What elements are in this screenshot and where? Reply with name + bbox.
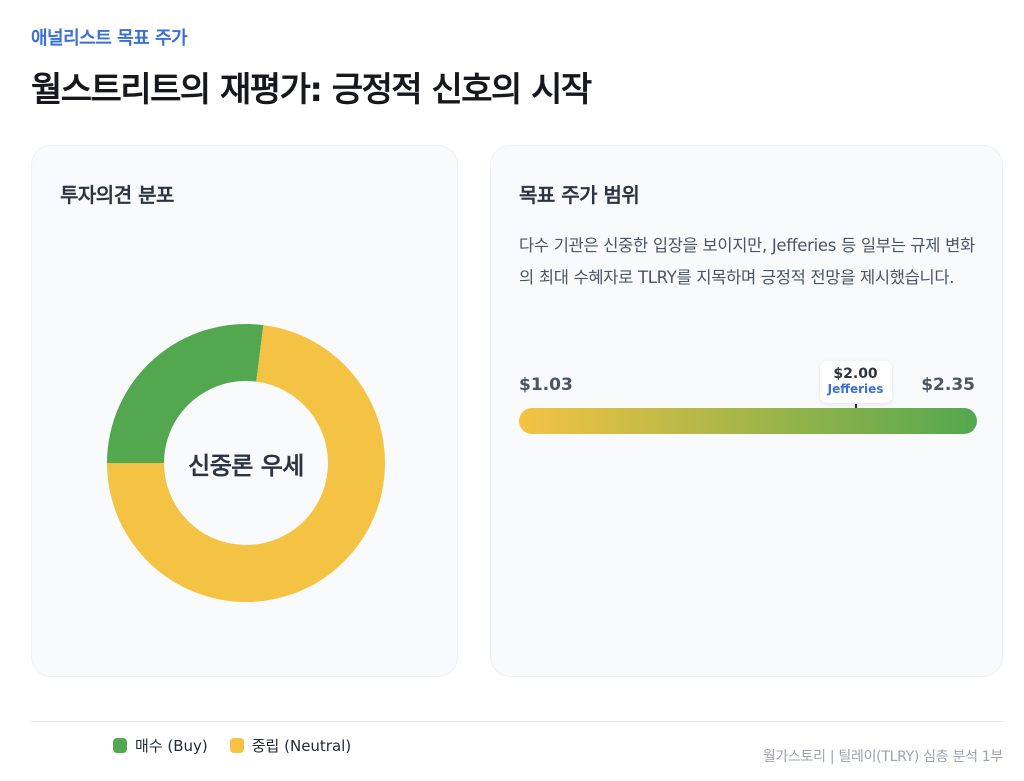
donut-chart: 신중론 우세 [106, 323, 386, 603]
price-range-description: 다수 기관은 신중한 입장을 보이지만, Jefferies 등 일부는 규제 … [519, 236, 975, 287]
footer-divider [31, 721, 1003, 722]
legend-item-neutral[interactable]: 중립 (Neutral) [229, 735, 352, 756]
marker-price: $2.00 [833, 366, 878, 382]
chart-legend: 매수 (Buy) 중립 (Neutral) [113, 735, 351, 756]
legend-swatch-buy-icon [113, 738, 127, 753]
legend-item-buy[interactable]: 매수 (Buy) [113, 735, 208, 756]
donut-chart-svg [107, 324, 385, 602]
donut-segment-buy[interactable] [107, 324, 264, 463]
footer-note: 월가스토리 | 틸레이(TLRY) 심층 분석 1부 [762, 749, 1003, 765]
donut-segment-neutral[interactable] [107, 325, 385, 602]
legend-label-buy: 매수 (Buy) [135, 737, 208, 755]
marker-tooltip: $2.00 Jefferies [819, 361, 892, 403]
legend-label-neutral: 중립 (Neutral) [251, 737, 352, 755]
distribution-card-title: 투자의견 분포 [60, 183, 174, 207]
price-range-card-title: 목표 주가 범위 [519, 183, 640, 207]
price-range-bar [519, 408, 977, 434]
distribution-card: 투자의견 분포 신중론 우세 [31, 145, 458, 677]
section-eyebrow: 애널리스트 목표 주가 [31, 28, 188, 49]
legend-swatch-neutral-icon [229, 738, 244, 753]
page-title: 월스트리트의 재평가: 긍정적 신호의 시작 [31, 70, 592, 110]
range-min-label: $1.03 [519, 375, 573, 395]
price-range-card: 목표 주가 범위 다수 기관은 신중한 입장을 보이지만, Jefferies … [490, 145, 1003, 677]
range-max-label: $2.35 [921, 375, 975, 395]
donut-center-label: 신중론 우세 [188, 451, 304, 480]
marker-firm: Jefferies [827, 382, 884, 396]
